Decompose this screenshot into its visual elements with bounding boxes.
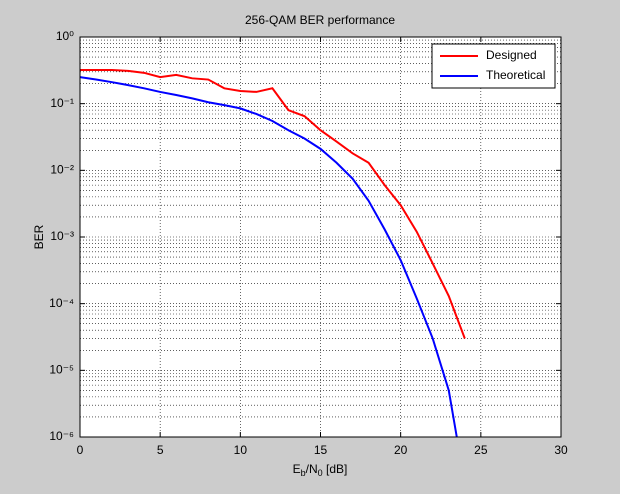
x-tick-label: 5 bbox=[157, 443, 164, 457]
series-line bbox=[80, 68, 466, 339]
y-tick-label: 10⁻² bbox=[50, 163, 74, 177]
x-tick-label: 25 bbox=[474, 443, 488, 457]
y-axis-label: BER bbox=[32, 224, 46, 249]
x-tick-label: 20 bbox=[394, 443, 408, 457]
x-label-part: 0 bbox=[318, 468, 323, 478]
axes-box bbox=[79, 36, 562, 438]
x-label-part: E bbox=[293, 462, 301, 476]
chart-title: 256-QAM BER performance bbox=[245, 13, 395, 27]
x-tick-label: 15 bbox=[314, 443, 328, 457]
legend: Designed Theoretical bbox=[431, 43, 556, 89]
y-tick-label: 10⁻³ bbox=[50, 229, 74, 243]
y-tick-label: 10⁻⁵ bbox=[49, 363, 74, 377]
legend-label: Designed bbox=[486, 48, 537, 62]
x-axis-label: Eb/N0 [dB] bbox=[293, 462, 348, 478]
marks bbox=[79, 68, 466, 438]
y-tick-label: 10⁻⁶ bbox=[49, 429, 74, 443]
y-tick-label: 10⁻¹ bbox=[50, 96, 74, 110]
series-line bbox=[79, 76, 458, 438]
legend-box bbox=[431, 43, 556, 89]
x-label-part: [dB] bbox=[323, 462, 348, 476]
y-tick-label: 10⁰ bbox=[56, 29, 74, 43]
x-label-part: /N bbox=[306, 462, 318, 476]
x-label-part: b bbox=[301, 468, 306, 478]
x-tick-label: 30 bbox=[554, 443, 568, 457]
x-tick-label: 10 bbox=[234, 443, 248, 457]
y-tick-label: 10⁻⁴ bbox=[49, 296, 74, 310]
x-tick-label: 0 bbox=[77, 443, 84, 457]
legend-label: Theoretical bbox=[486, 68, 545, 82]
